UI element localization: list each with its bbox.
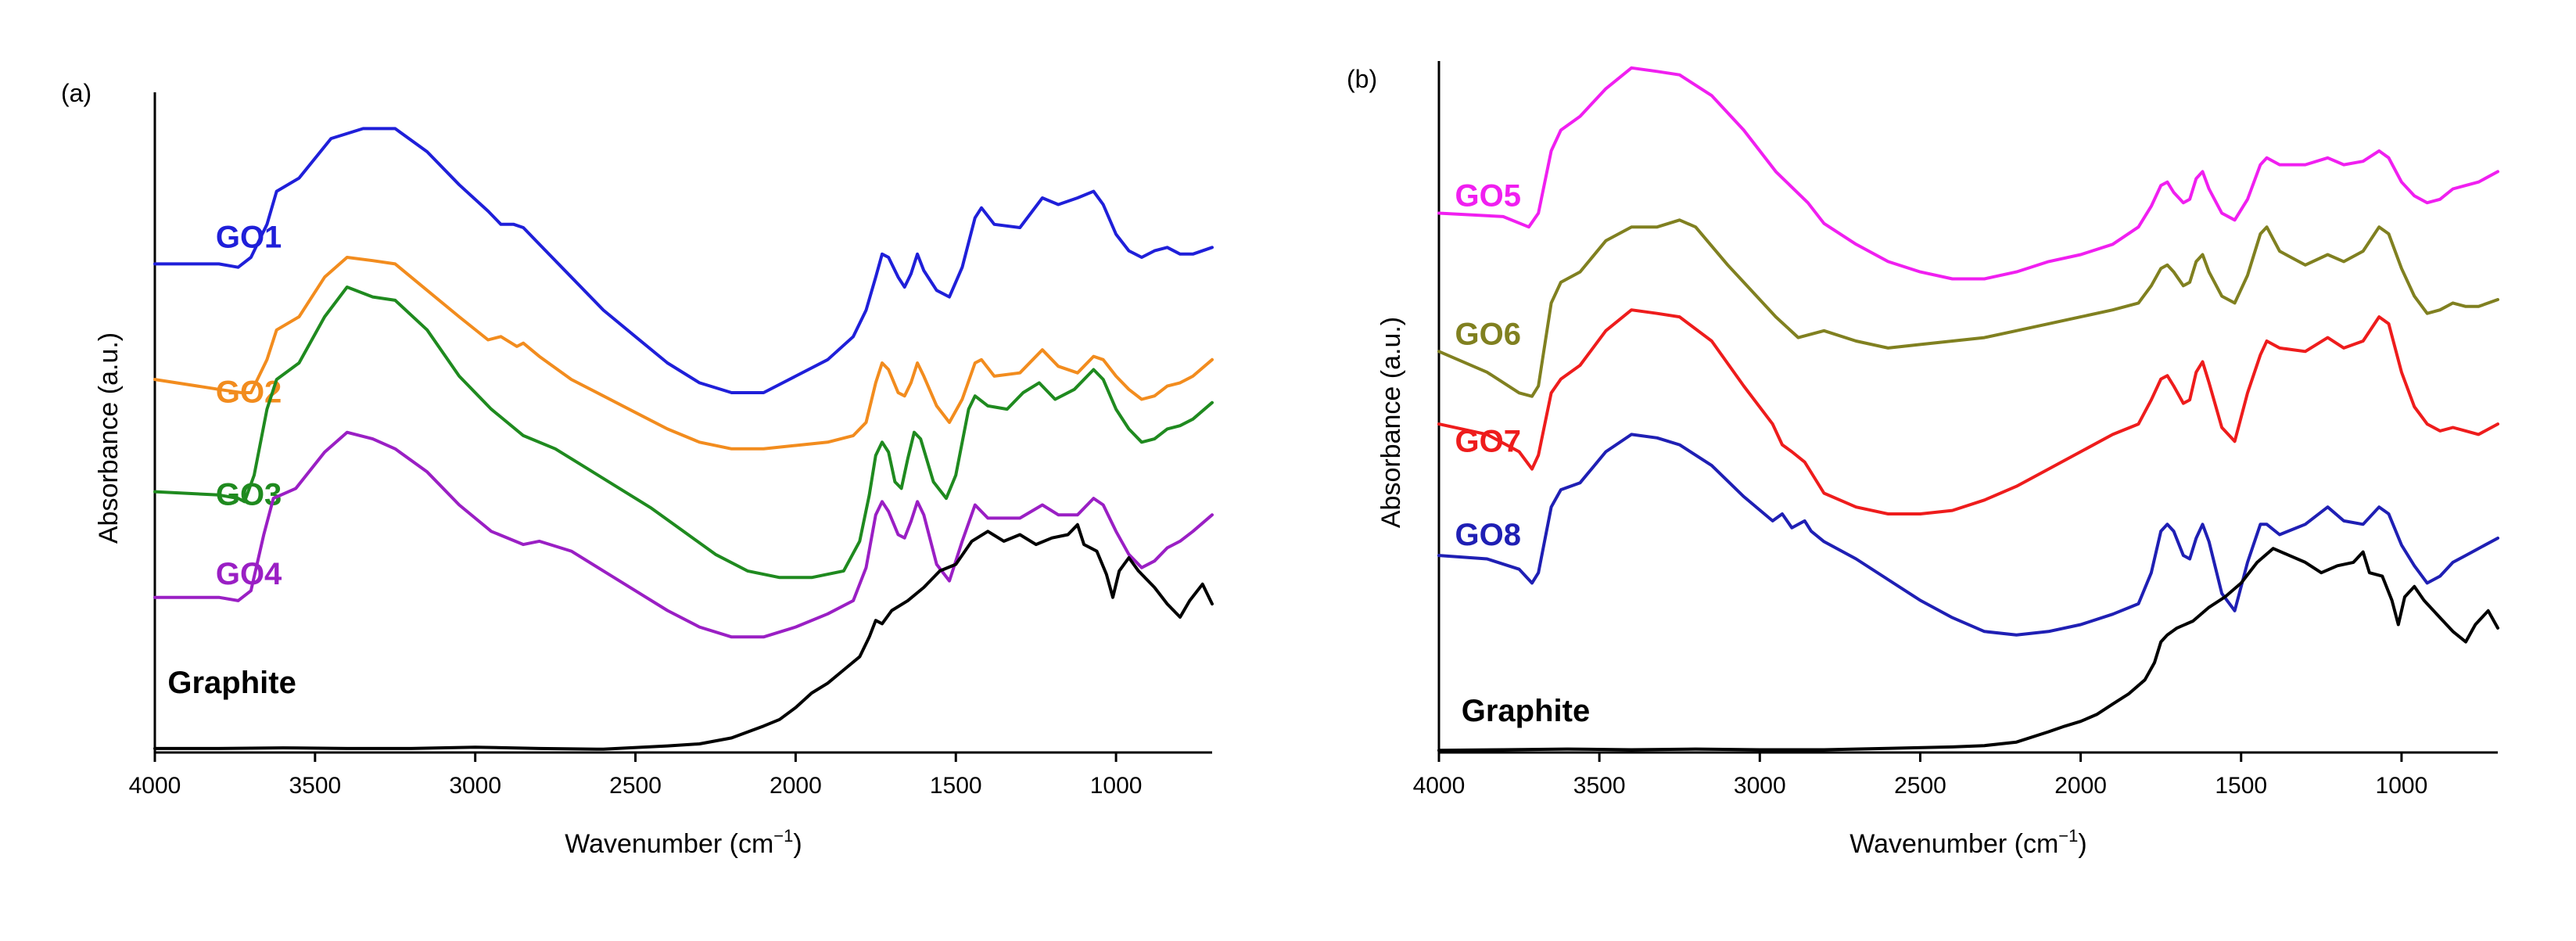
- series-line-graphite: [1437, 547, 2499, 752]
- series-label-graphite: Graphite: [1462, 694, 1590, 728]
- x-tick-label: 1500: [2215, 773, 2267, 799]
- series-line-go4: [153, 430, 1214, 639]
- x-tick-label: 2000: [770, 773, 822, 799]
- series-line-go2: [153, 256, 1214, 451]
- panel-label: (b): [1347, 65, 1377, 93]
- x-tick-label: 3500: [1573, 773, 1626, 799]
- x-tick-label: 1000: [2376, 773, 2428, 799]
- y-axis-title: Absorbance (a.u.): [94, 332, 124, 544]
- series-label-go5: GO5: [1455, 179, 1521, 214]
- x-axis-title: Wavenumber (cm−1): [1849, 826, 2086, 859]
- x-tick-label: 2500: [1894, 773, 1946, 799]
- series-label-graphite: Graphite: [167, 666, 296, 700]
- series-line-graphite: [153, 523, 1214, 751]
- panel-b: 4000 3500 3000 2500 2000 1500 1000 Wavenumber (…: [1347, 61, 2499, 859]
- series-label-go6: GO6: [1455, 317, 1521, 351]
- x-tick-label: 2000: [2054, 773, 2107, 799]
- x-axis-title: Wavenumber (cm−1): [565, 826, 802, 859]
- panel-a: 4000 3500 3000 2500 2000 1500 1000 Wavenumber (…: [61, 79, 1214, 859]
- x-tick-label: 3000: [449, 773, 501, 799]
- series-label-go7: GO7: [1455, 424, 1521, 458]
- series-line-go7: [1437, 308, 2499, 515]
- x-tick-label: 1000: [1090, 773, 1143, 799]
- x-tick-label: 3000: [1734, 773, 1786, 799]
- series-line-go6: [1437, 218, 2499, 398]
- x-tick-label: 4000: [1413, 773, 1466, 799]
- x-tick-label: 1500: [930, 773, 982, 799]
- series-line-go8: [1437, 433, 2499, 637]
- x-tick-label: 2500: [609, 773, 662, 799]
- y-axis-title: Absorbance (a.u.): [1376, 317, 1406, 528]
- series-label-go8: GO8: [1455, 518, 1521, 552]
- series-line-go1: [153, 127, 1214, 394]
- panel-label: (a): [61, 79, 91, 107]
- series-label-go1: GO1: [216, 220, 282, 254]
- series-label-go4: GO4: [216, 557, 282, 591]
- series-line-go5: [1437, 66, 2499, 281]
- x-tick-label: 3500: [289, 773, 341, 799]
- series-line-go3: [153, 286, 1214, 580]
- x-tick-label: 4000: [129, 773, 181, 799]
